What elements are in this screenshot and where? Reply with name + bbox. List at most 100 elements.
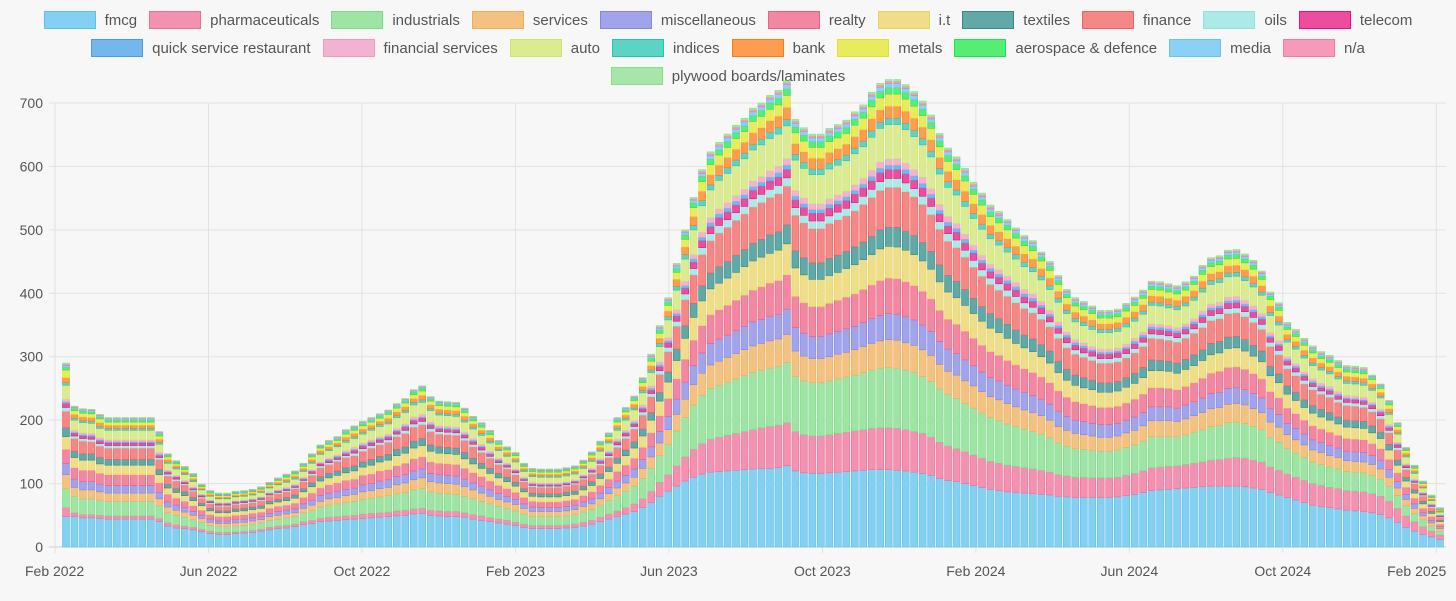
legend-item[interactable]: n/a bbox=[1283, 38, 1365, 58]
bar-stack[interactable] bbox=[1300, 338, 1309, 548]
bar-stack[interactable] bbox=[672, 263, 681, 548]
bar-stack[interactable] bbox=[121, 417, 130, 548]
legend-item[interactable]: oils bbox=[1203, 10, 1287, 30]
bar-stack[interactable] bbox=[257, 486, 265, 548]
bar-stack[interactable] bbox=[359, 421, 367, 548]
bar-stack[interactable] bbox=[197, 483, 206, 548]
bar-stack[interactable] bbox=[325, 440, 333, 548]
bar-stack[interactable] bbox=[732, 124, 740, 548]
bar-stack[interactable] bbox=[520, 462, 528, 548]
legend-item[interactable]: plywood boards/laminates bbox=[610, 66, 845, 86]
bar-stack[interactable] bbox=[1122, 303, 1130, 548]
bar-stack[interactable] bbox=[791, 119, 800, 548]
bar-stack[interactable] bbox=[969, 181, 978, 548]
bar-stack[interactable] bbox=[367, 417, 376, 548]
legend-item[interactable]: telecom bbox=[1298, 10, 1412, 30]
bar-stack[interactable] bbox=[79, 408, 87, 548]
bar-stack[interactable] bbox=[486, 429, 494, 548]
bar-stack[interactable] bbox=[952, 156, 961, 548]
bar-stack[interactable] bbox=[426, 396, 435, 548]
bar-stack[interactable] bbox=[562, 467, 571, 548]
bar-stack[interactable] bbox=[1325, 355, 1334, 548]
bar-stack[interactable] bbox=[96, 414, 104, 548]
bar-stack[interactable] bbox=[605, 432, 613, 548]
legend-item[interactable]: fmcg bbox=[43, 10, 137, 30]
bar-stack[interactable] bbox=[1427, 494, 1436, 548]
bar-stack[interactable] bbox=[1096, 310, 1105, 548]
bar-stack[interactable] bbox=[392, 403, 401, 548]
bar-stack[interactable] bbox=[1359, 367, 1368, 548]
bar-stack[interactable] bbox=[774, 90, 783, 548]
bar-stack[interactable] bbox=[749, 107, 757, 548]
bar-stack[interactable] bbox=[1215, 255, 1224, 548]
bar-stack[interactable] bbox=[842, 119, 851, 548]
bar-stack[interactable] bbox=[1046, 261, 1054, 548]
bar-stack[interactable] bbox=[1436, 507, 1444, 548]
bar-stack[interactable] bbox=[664, 297, 672, 548]
legend-item[interactable]: auto bbox=[509, 38, 600, 58]
bar-stack[interactable] bbox=[1342, 365, 1351, 548]
legend-item[interactable]: miscellaneous bbox=[599, 10, 756, 30]
bar-stack[interactable] bbox=[867, 91, 876, 548]
bar-stack[interactable] bbox=[817, 133, 825, 548]
bar-stack[interactable] bbox=[503, 446, 511, 548]
bar-stack[interactable] bbox=[1037, 251, 1046, 548]
bar-stack[interactable] bbox=[223, 492, 231, 548]
bar-stack[interactable] bbox=[647, 353, 655, 548]
bar-stack[interactable] bbox=[1283, 322, 1292, 548]
bar-stack[interactable] bbox=[1105, 310, 1113, 548]
bar-stack[interactable] bbox=[384, 409, 393, 548]
bar-stack[interactable] bbox=[995, 211, 1003, 548]
bar-stack[interactable] bbox=[350, 425, 359, 548]
bar-stack[interactable] bbox=[1309, 345, 1317, 548]
bar-stack[interactable] bbox=[978, 192, 986, 548]
bar-stack[interactable] bbox=[1088, 305, 1097, 548]
bar-stack[interactable] bbox=[1317, 351, 1326, 548]
bar-stack[interactable] bbox=[265, 481, 274, 548]
bar-stack[interactable] bbox=[1054, 275, 1063, 548]
bar-stack[interactable] bbox=[689, 197, 698, 548]
bar-stack[interactable] bbox=[579, 459, 588, 548]
legend-item[interactable]: services bbox=[471, 10, 588, 30]
bar-stack[interactable] bbox=[859, 104, 868, 548]
bar-stack[interactable] bbox=[808, 133, 817, 548]
bar-stack[interactable] bbox=[1181, 281, 1190, 548]
bar-stack[interactable] bbox=[130, 417, 138, 548]
bar-stack[interactable] bbox=[1241, 253, 1249, 548]
bar-stack[interactable] bbox=[1275, 302, 1283, 548]
bar-stack[interactable] bbox=[180, 466, 189, 548]
bar-stack[interactable] bbox=[723, 133, 732, 548]
bar-stack[interactable] bbox=[1156, 281, 1164, 548]
bar-stack[interactable] bbox=[147, 417, 155, 548]
bar-stack[interactable] bbox=[1376, 383, 1385, 548]
bar-stack[interactable] bbox=[766, 95, 774, 548]
legend-item[interactable]: indices bbox=[611, 38, 720, 58]
bar-stack[interactable] bbox=[401, 398, 410, 548]
bar-stack[interactable] bbox=[1063, 289, 1071, 548]
bar-stack[interactable] bbox=[1351, 365, 1359, 548]
bar-stack[interactable] bbox=[698, 169, 706, 548]
bar-stack[interactable] bbox=[62, 362, 70, 548]
legend-item[interactable]: i.t bbox=[877, 10, 950, 30]
bar-stack[interactable] bbox=[935, 133, 944, 548]
legend-item[interactable]: media bbox=[1169, 38, 1271, 58]
bar-stack[interactable] bbox=[1071, 297, 1080, 548]
bar-stack[interactable] bbox=[638, 377, 647, 548]
bar-stack[interactable] bbox=[783, 80, 791, 548]
bar-stack[interactable] bbox=[113, 417, 121, 548]
bar-stack[interactable] bbox=[435, 400, 443, 548]
bar-stack[interactable] bbox=[986, 204, 995, 548]
legend-item[interactable]: financial services bbox=[322, 38, 498, 58]
bar-stack[interactable] bbox=[1385, 400, 1393, 548]
legend-item[interactable]: realty bbox=[767, 10, 866, 30]
bar-stack[interactable] bbox=[308, 453, 316, 548]
bar-stack[interactable] bbox=[443, 401, 452, 548]
bar-stack[interactable] bbox=[893, 79, 901, 548]
bar-stack[interactable] bbox=[630, 395, 639, 548]
bar-stack[interactable] bbox=[452, 402, 460, 548]
bar-stack[interactable] bbox=[1249, 259, 1258, 548]
bar-stack[interactable] bbox=[155, 431, 164, 548]
bar-stack[interactable] bbox=[206, 490, 214, 548]
bar-stack[interactable] bbox=[342, 429, 350, 548]
bar-stack[interactable] bbox=[240, 490, 248, 548]
